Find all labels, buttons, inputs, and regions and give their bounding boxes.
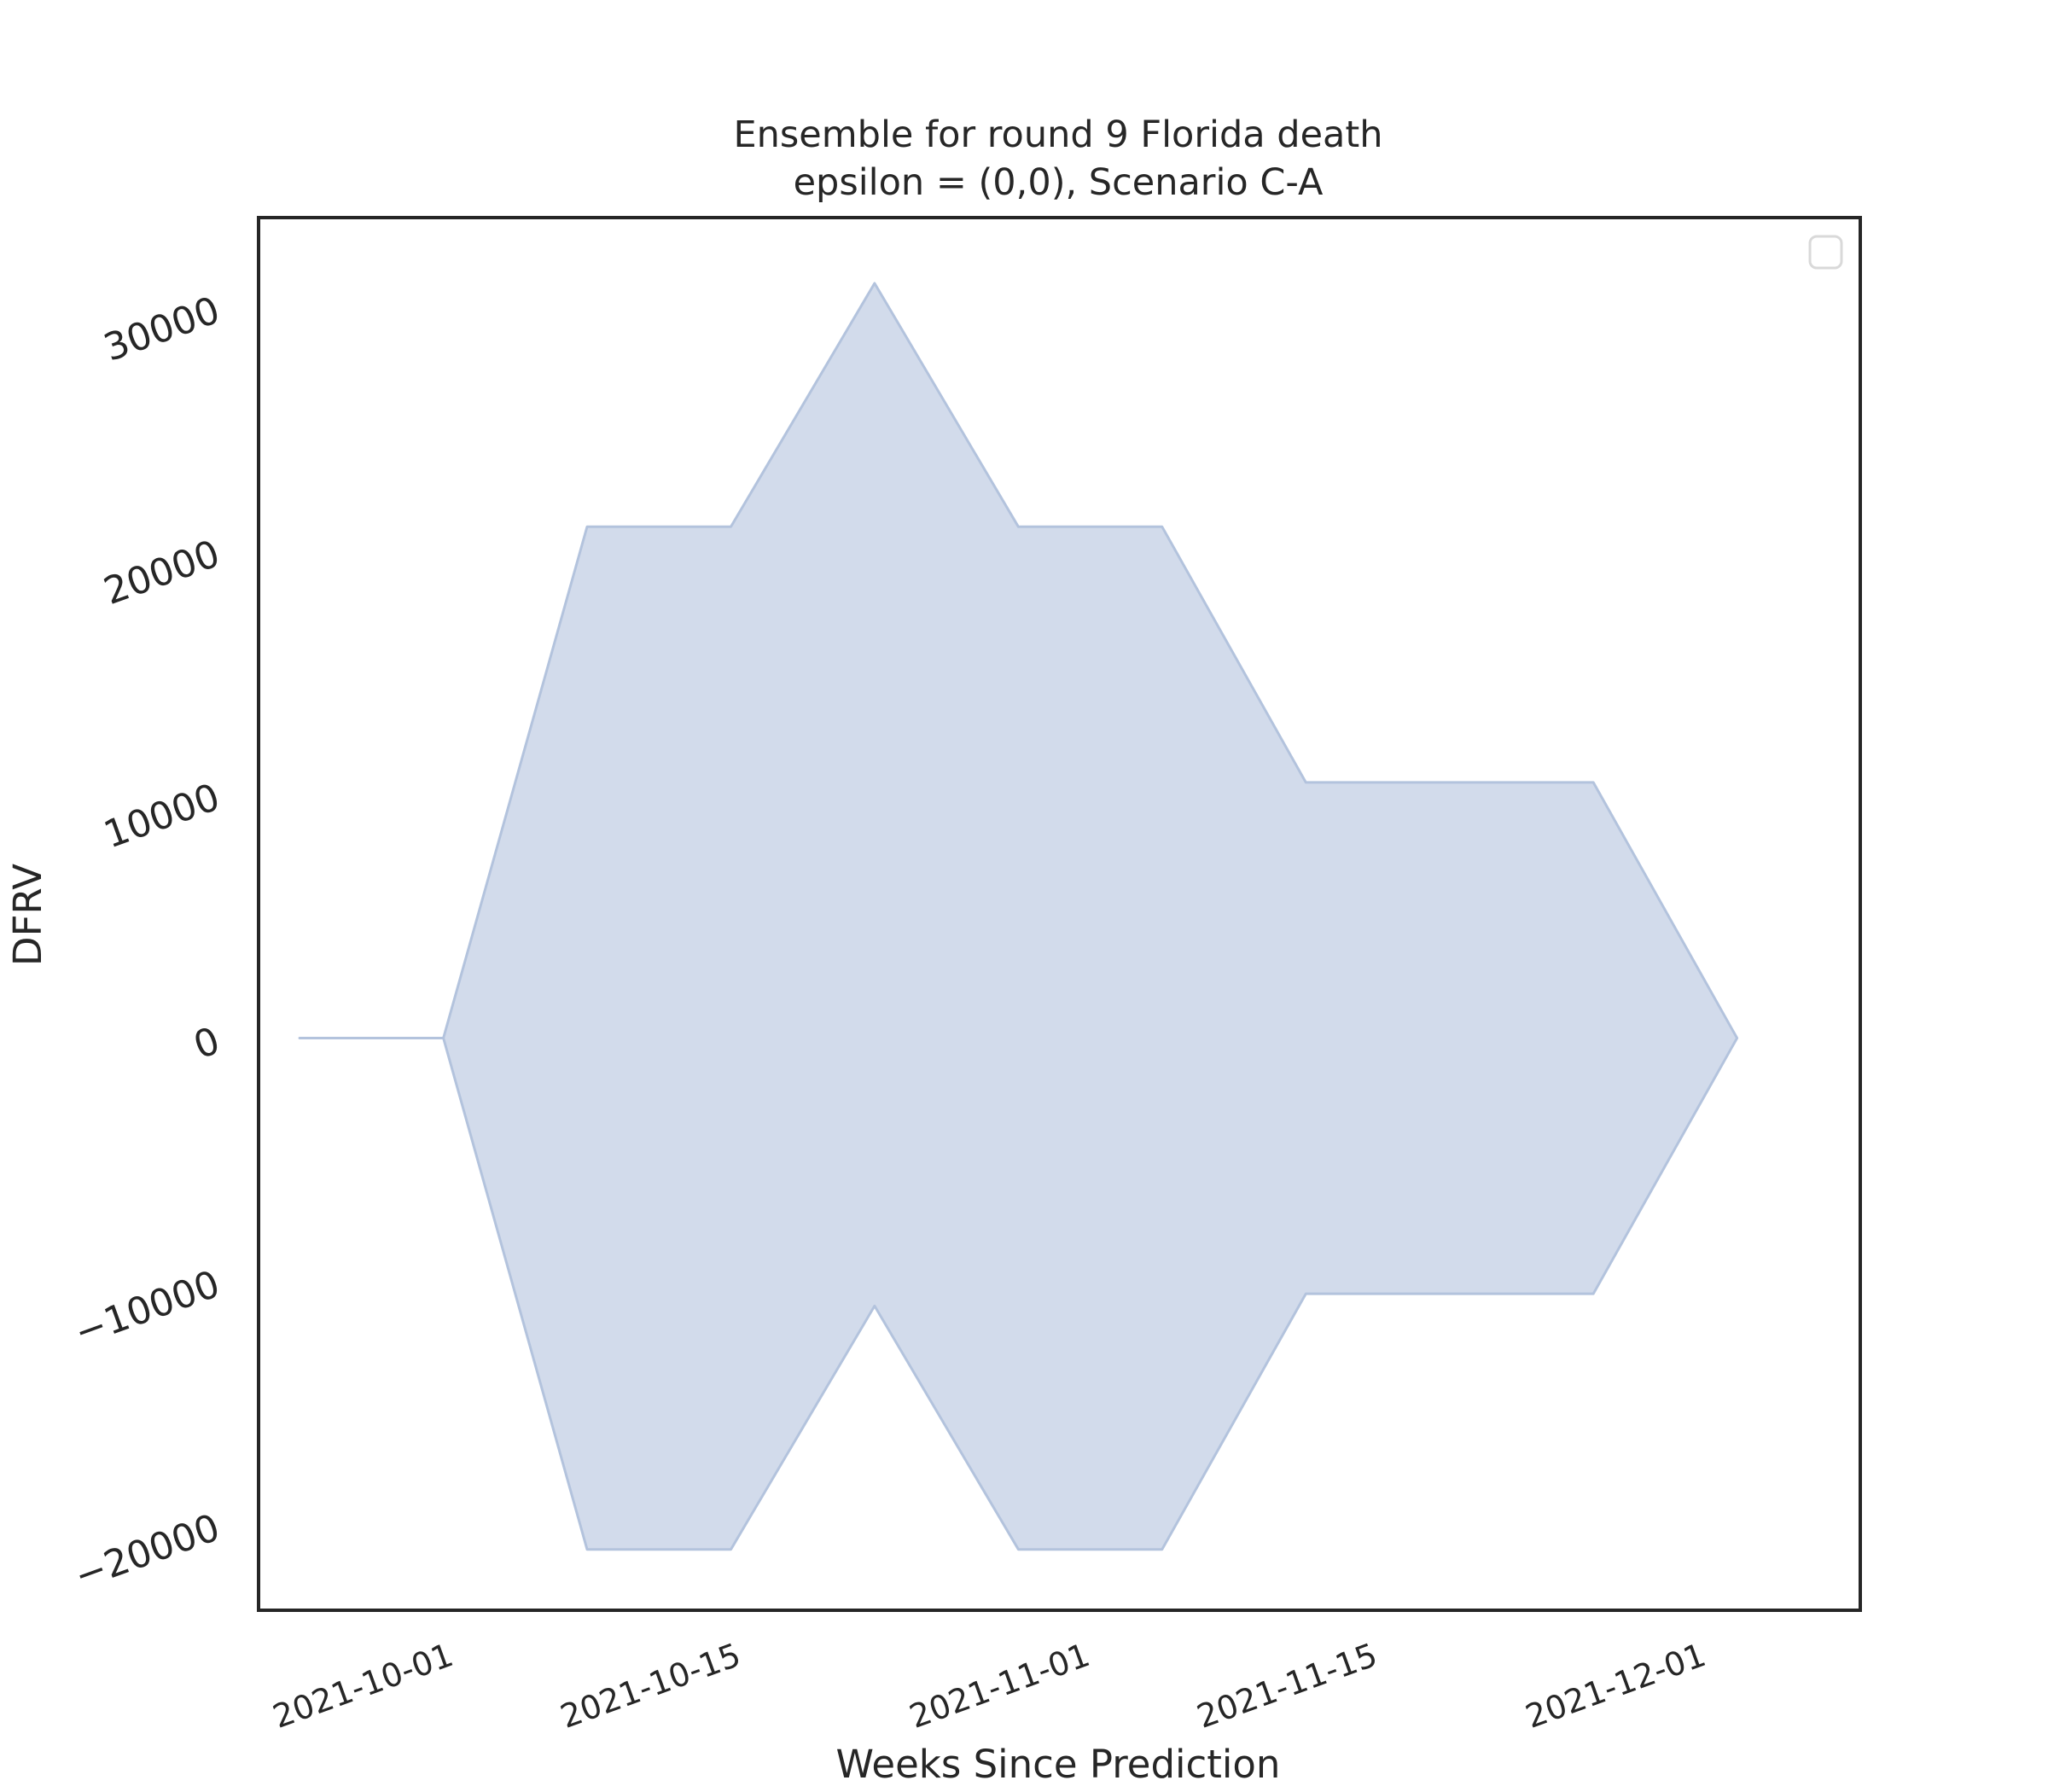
x-tick-label: 2021-11-15 xyxy=(1192,1636,1382,1736)
x-tick-label: 2021-11-01 xyxy=(905,1636,1095,1736)
x-axis-ticks: 2021-10-01 2021-10-15 2021-11-01 2021-11-15… xyxy=(268,1636,1710,1736)
legend-box xyxy=(1808,235,1843,270)
x-tick-label: 2021-10-01 xyxy=(268,1636,458,1736)
y-tick-label: 0 xyxy=(188,1019,225,1068)
ensemble-band xyxy=(298,282,1739,1551)
chart-title-line1: Ensemble for round 9 Florida death xyxy=(733,113,1382,156)
y-tick-label: −20000 xyxy=(69,1506,226,1598)
y-axis-label: DFRV xyxy=(5,864,50,966)
y-tick-label: 10000 xyxy=(98,776,225,858)
x-tick-label: 2021-10-15 xyxy=(556,1636,746,1736)
y-tick-label: −10000 xyxy=(69,1262,226,1354)
chart-title-line2: epsilon = (0,0), Scenario C-A xyxy=(794,161,1324,204)
y-tick-label: 20000 xyxy=(98,532,225,614)
x-tick-label: 2021-12-01 xyxy=(1521,1636,1711,1736)
plot-frame xyxy=(257,216,1862,1612)
plot-area xyxy=(298,282,1739,1551)
y-axis-ticks: −20000 −10000 0 10000 20000 30000 xyxy=(69,288,226,1598)
y-tick-label: 30000 xyxy=(98,288,225,370)
x-axis-label: Weeks Since Prediction xyxy=(836,1742,1281,1787)
